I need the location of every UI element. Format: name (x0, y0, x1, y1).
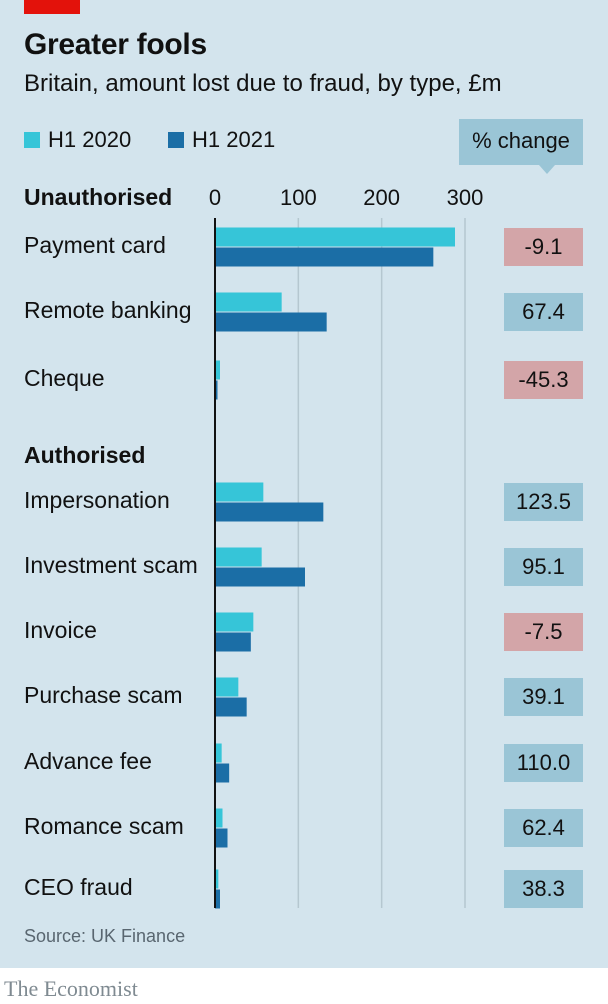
x-tick-label-200: 200 (363, 185, 401, 210)
bar-invoice-h1-2020 (215, 612, 254, 632)
pct-change-remote-banking: 67.4 (504, 293, 583, 331)
bar-investment-scam-h1-2021 (215, 567, 305, 587)
bar-investment-scam-h1-2020 (215, 547, 262, 567)
bar-remote-banking-h1-2020 (215, 292, 282, 312)
x-tick-label-0: 0 (208, 185, 222, 210)
pct-change-header-label: % change (472, 128, 570, 153)
bar-payment-card-h1-2020 (215, 227, 455, 247)
pct-change-impersonation: 123.5 (504, 483, 583, 521)
bar-purchase-scam-h1-2021 (215, 697, 247, 717)
chart-subtitle: Britain, amount lost due to fraud, by ty… (24, 70, 502, 97)
bar-payment-card-h1-2021 (215, 247, 434, 267)
category-label-cheque: Cheque (24, 365, 105, 391)
legend-h1-2020-label: H1 2020 (48, 127, 132, 152)
brand-red-bar (24, 0, 80, 14)
legend-h1-2021-swatch (168, 132, 184, 148)
category-label-investment-scam: Investment scam (24, 552, 198, 578)
bar-impersonation-h1-2020 (215, 482, 264, 502)
chart-title: Greater fools (24, 28, 207, 61)
legend-h1-2020-swatch (24, 132, 40, 148)
category-label-ceo-fraud: CEO fraud (24, 874, 133, 900)
bar-impersonation-h1-2021 (215, 502, 324, 522)
pct-change-ceo-fraud: 38.3 (504, 870, 583, 908)
bar-invoice-h1-2021 (215, 632, 251, 652)
category-label-invoice: Invoice (24, 617, 97, 643)
bar-purchase-scam-h1-2020 (215, 677, 239, 697)
bar-ceo-fraud-h1-2021 (215, 889, 220, 909)
pct-change-cheque: -45.3 (504, 361, 583, 399)
bar-cheque-h1-2021 (215, 380, 218, 400)
pct-change-invoice: -7.5 (504, 613, 583, 651)
pct-change-purchase-scam: 39.1 (504, 678, 583, 716)
chart-panel: Greater fools Britain, amount lost due t… (0, 0, 608, 968)
category-label-payment-card: Payment card (24, 232, 166, 258)
pct-change-header-pointer (539, 165, 555, 174)
category-label-romance-scam: Romance scam (24, 813, 184, 839)
pct-change-investment-scam: 95.1 (504, 548, 583, 586)
source-note: Source: UK Finance (24, 926, 186, 946)
bar-advance-fee-h1-2021 (215, 763, 230, 783)
bar-romance-scam-h1-2020 (215, 808, 223, 828)
economist-logo: The Economist (4, 976, 138, 1001)
category-label-impersonation: Impersonation (24, 487, 170, 513)
pct-change-header: % change (459, 119, 583, 174)
category-label-purchase-scam: Purchase scam (24, 682, 183, 708)
category-label-remote-banking: Remote banking (24, 297, 192, 323)
pct-change-romance-scam: 62.4 (504, 809, 583, 847)
legend-h1-2021-label: H1 2021 (192, 127, 276, 152)
category-label-advance-fee: Advance fee (24, 748, 152, 774)
footer: The Economist (0, 968, 608, 1004)
bar-ceo-fraud-h1-2020 (215, 869, 219, 889)
group-label-authorised: Authorised (24, 442, 146, 468)
bar-chart-svg (214, 218, 466, 909)
bar-romance-scam-h1-2021 (215, 828, 228, 848)
pct-change-advance-fee: 110.0 (504, 744, 583, 782)
x-tick-label-300: 300 (446, 185, 484, 210)
pct-change-payment-card: -9.1 (504, 228, 583, 266)
bar-remote-banking-h1-2021 (215, 312, 327, 332)
group-label-unauthorised: Unauthorised (24, 184, 173, 210)
bar-advance-fee-h1-2020 (215, 743, 222, 763)
bar-cheque-h1-2020 (215, 360, 220, 380)
x-tick-label-100: 100 (279, 185, 317, 210)
